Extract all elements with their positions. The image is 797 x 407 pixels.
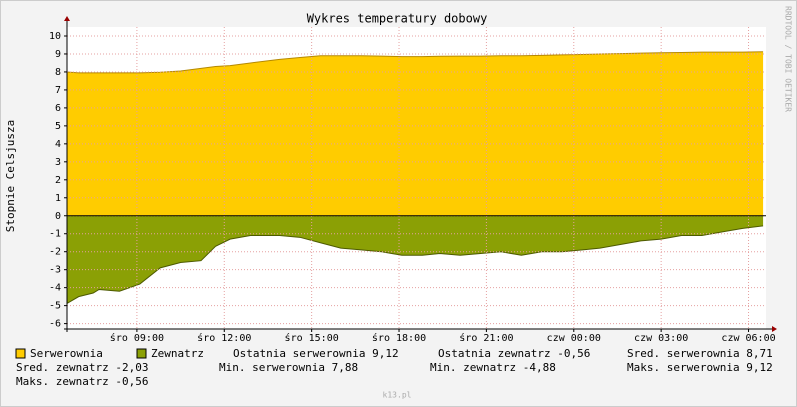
- y-tick-label: 5: [55, 121, 61, 132]
- area: [67, 215, 764, 304]
- legend-label: Zewnatrz: [151, 347, 204, 360]
- x-tick-label: śro 15:00: [285, 332, 339, 344]
- x-tick-label: śro 09:00: [110, 332, 164, 344]
- y-tick-label: -6: [49, 319, 61, 330]
- y-tick-label: 3: [55, 157, 61, 168]
- x-axis-arrow: [772, 326, 777, 332]
- legend-swatch: [15, 348, 26, 359]
- y-axis-label: Stopnie Celsjusza: [4, 120, 17, 233]
- legend-stat: Maks. serwerownia 9,12: [627, 361, 773, 374]
- y-tick-label: 7: [55, 85, 61, 96]
- legend-stat: Sred. zewnatrz -2,03: [16, 361, 148, 374]
- x-tick-label: śro 12:00: [197, 332, 251, 344]
- y-tick-label: -2: [49, 247, 61, 258]
- x-tick-label: czw 03:00: [634, 333, 688, 344]
- legend-label: Serwerownia: [30, 347, 103, 360]
- y-tick-label: -3: [49, 265, 61, 276]
- y-tick-label: 4: [55, 139, 61, 150]
- y-tick-label: 2: [55, 175, 61, 186]
- legend-stat: Ostatnia zewnatrz -0,56: [438, 347, 590, 360]
- y-axis-arrow: [64, 16, 70, 21]
- legend-stat: Min. serwerownia 7,88: [219, 361, 358, 374]
- y-tick-label: 1: [55, 193, 61, 204]
- y-tick-label: -5: [49, 301, 61, 312]
- chart-title: Wykres temperatury dobowy: [307, 12, 488, 26]
- x-tick-label: śro 21:00: [459, 332, 513, 344]
- y-tick-label: 8: [55, 67, 61, 78]
- y-tick-label: -4: [49, 283, 61, 294]
- y-tick-label: 6: [55, 103, 61, 114]
- legend-swatch: [136, 348, 147, 359]
- side-text: RRDTOOL / TOBI OETIKER: [784, 6, 793, 112]
- legend-stat: Maks. zewnatrz -0,56: [16, 375, 148, 388]
- area: [67, 51, 764, 216]
- footer: k13.pl: [383, 391, 412, 400]
- legend-stat: Min. zewnatrz -4,88: [430, 361, 556, 374]
- x-tick-label: śro 18:00: [372, 332, 426, 344]
- y-tick-label: 10: [49, 31, 61, 42]
- x-tick-label: czw 06:00: [721, 333, 775, 344]
- y-tick-label: 9: [55, 49, 61, 60]
- y-tick-label: -1: [49, 229, 61, 240]
- legend-stat: Ostatnia serwerownia 9,12: [233, 347, 399, 360]
- x-tick-label: czw 00:00: [547, 333, 601, 344]
- y-tick-label: 0: [55, 211, 61, 222]
- area-outline: [66, 225, 764, 304]
- legend-stat: Sred. serwerownia 8,71: [627, 347, 773, 360]
